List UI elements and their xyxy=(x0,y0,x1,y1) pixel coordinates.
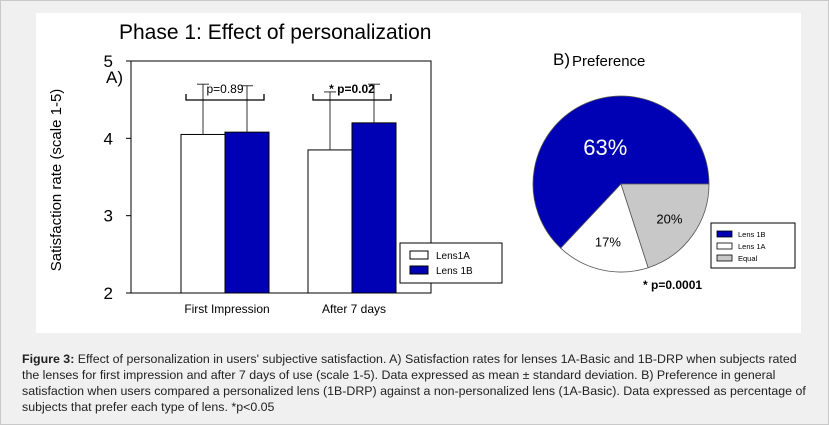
significance-bracket xyxy=(312,94,392,101)
bar-lens-1b-2 xyxy=(351,122,397,294)
chart-a-panel-label: A) xyxy=(106,68,123,87)
pie-slice-label: 63% xyxy=(583,135,627,160)
caption-text: Effect of personalization in users' subj… xyxy=(22,352,806,414)
legend-label: Lens 1A xyxy=(738,242,766,251)
y-tick-label: 4 xyxy=(104,129,113,148)
chart-a-title: Phase 1: Effect of personalization xyxy=(119,21,431,44)
legend-swatch xyxy=(409,250,429,260)
legend-label: Lens1A xyxy=(436,251,470,262)
y-tick-label: 2 xyxy=(104,284,113,303)
legend-swatch xyxy=(409,265,429,275)
legend-label: Lens 1B xyxy=(738,230,766,239)
caption-label: Figure 3: xyxy=(22,352,75,366)
significance-label: * p=0.02 xyxy=(329,82,375,96)
significance-label: p=0.89 xyxy=(206,82,243,96)
pie-slice-equal xyxy=(620,183,710,269)
bar-lens-1b-1 xyxy=(224,131,270,294)
legend-swatch xyxy=(716,230,733,238)
y-tick-label: 5 xyxy=(104,52,113,71)
pie-slice-lens-1b xyxy=(532,95,710,249)
chart-b-title: Preference xyxy=(572,53,645,70)
legend-label: Lens 1B xyxy=(436,266,473,277)
chart-b-significance: * p=0.0001 xyxy=(643,278,702,292)
x-tick-label: First Impression xyxy=(184,302,269,316)
chart-a-ylabel: Satisfaction rate (scale 1-5) xyxy=(48,89,65,272)
y-tick-label: 3 xyxy=(104,207,113,226)
legend-swatch xyxy=(716,254,733,262)
x-tick-label: After 7 days xyxy=(322,302,386,316)
bar-lens1a-1 xyxy=(180,133,226,294)
pie-slice-label: 17% xyxy=(595,235,621,250)
significance-bracket xyxy=(185,94,265,101)
legend-label: Equal xyxy=(738,254,758,263)
figure-caption: Figure 3: Effect of personalization in u… xyxy=(22,351,812,415)
chart-b-panel-label: B) xyxy=(553,50,570,69)
bar-lens1a-2 xyxy=(307,149,353,294)
chart-a-plot-frame xyxy=(130,60,432,294)
legend-swatch xyxy=(716,242,733,250)
figure-chart: Phase 1: Effect of personalization A) 2 3 4 5… xyxy=(48,21,796,316)
pie-slice-label: 20% xyxy=(656,212,682,227)
pie-slice-lens-1a xyxy=(560,183,649,273)
figure-panel: Phase 1: Effect of personalization A) 2 3 4 5… xyxy=(36,13,801,333)
chart-a-legend xyxy=(399,242,503,284)
